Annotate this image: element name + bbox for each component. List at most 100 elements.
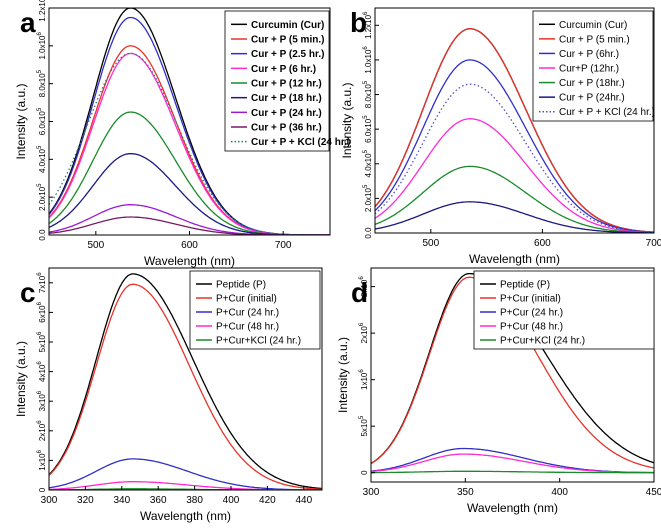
- x-tick-label: 600: [181, 240, 198, 251]
- y-tick-label: 0: [38, 487, 47, 492]
- y-tick-label: 5x105: [359, 415, 369, 436]
- legend-item-label: P+Cur (24 hr.): [216, 308, 279, 319]
- legend-item-label: P+Cur (initial): [216, 294, 277, 305]
- series-line-2: [49, 283, 322, 490]
- x-tick-label: 300: [41, 495, 58, 506]
- y-tick-label: 1x106: [359, 369, 369, 390]
- series-line-1: [49, 273, 322, 490]
- panel-a: 500 600 700 0.0 2.0x105 4.0x105 6.0x105 8.0x105…: [14, 0, 350, 268]
- plot-area: [375, 28, 654, 233]
- y-tick-label: 7x106: [37, 272, 47, 293]
- y-tick-label: 1x106: [37, 449, 47, 470]
- legend-item-label: Cur + P + KCl (24 hr.): [559, 107, 655, 118]
- plot-frame: [374, 7, 655, 234]
- legend-item-label: Cur + P (36 hr.): [251, 123, 322, 134]
- series-line-2: [375, 28, 654, 233]
- x-tick-label: 380: [186, 495, 203, 506]
- legend-item-label: Cur + P + KCl (24 hr.): [251, 137, 350, 148]
- y-tick-label: 2.0x105: [37, 183, 47, 211]
- y-tick-label: 1.2x106: [37, 0, 47, 22]
- legend: Curcumin (Cur) Cur + P (5 min.) Cur + P (6…: [532, 10, 655, 122]
- y-tick-label: 4.0x105: [363, 149, 373, 177]
- x-tick-label: 420: [259, 495, 276, 506]
- legend-item-label: Peptide (P): [500, 280, 550, 291]
- series-line-3: [375, 59, 654, 233]
- legend-item-label: P+Cur+KCl (24 hr.): [216, 336, 301, 347]
- y-tick-label: 5x106: [37, 331, 47, 352]
- legend-item-label: Peptide (P): [216, 280, 266, 291]
- x-axis-label: Wavelength (nm): [469, 252, 560, 266]
- x-tick-label: 500: [87, 240, 104, 251]
- legend-item-label: Curcumin (Cur): [559, 20, 627, 31]
- legend: Curcumin (Cur) Cur + P (5 min.) Cur + P (2…: [224, 10, 350, 152]
- legend-item-label: Cur + P (12 hr.): [251, 79, 322, 90]
- panel-label: d: [351, 277, 368, 308]
- x-tick-label: 500: [422, 238, 439, 249]
- legend: Peptide (P) P+Cur (initial) P+Cur (24 hr.)…: [473, 270, 655, 350]
- y-tick-label: 4.0x105: [37, 145, 47, 173]
- legend-item-label: Cur + P (6hr.): [559, 49, 619, 60]
- legend-item-label: P+Cur (48 hr.): [500, 322, 563, 333]
- series-line-4: [375, 118, 654, 233]
- legend-item-label: P+Cur (24 hr.): [500, 308, 563, 319]
- x-tick-label: 320: [77, 495, 94, 506]
- series-line-5: [49, 488, 322, 490]
- x-tick-label: 700: [275, 240, 292, 251]
- legend-item-label: Cur + P (6 hr.): [251, 64, 316, 75]
- legend-item-label: P+Cur+KCl (24 hr.): [500, 336, 585, 347]
- series-line-7: [49, 204, 330, 235]
- y-tick-label: 1.0x106: [37, 31, 47, 59]
- legend-item-label: Cur + P (24hr.): [559, 93, 625, 104]
- x-axis-label: Wavelength (nm): [140, 509, 231, 523]
- legend-item-label: Cur + P (5 min.): [559, 34, 630, 45]
- y-tick-label: 2x106: [359, 276, 369, 297]
- series-line-3: [371, 447, 654, 474]
- plot-frame: [370, 267, 655, 483]
- panel-b: 500 600 700 0.0 2.0x105 4.0x105 6.0x105 8.0x105…: [340, 7, 661, 266]
- legend-item-label: Curcumin (Cur): [251, 20, 324, 31]
- legend-item-label: Cur + P (18hr.): [559, 78, 625, 89]
- panel-label: a: [20, 7, 36, 38]
- legend-box: [473, 270, 655, 350]
- panel-c: 300 320 340 360 380 400 420 440 0 1x106 2x106 3x106…: [14, 267, 323, 523]
- plot-area: [49, 8, 330, 235]
- plot-frame: [48, 267, 323, 491]
- y-tick-label: 6.0x105: [37, 107, 47, 135]
- x-tick-label: 600: [534, 238, 551, 249]
- legend-item-label: Cur + P (2.5 hr.): [251, 49, 324, 60]
- x-tick-label: 440: [295, 495, 312, 506]
- x-tick-label: 360: [150, 495, 167, 506]
- x-tick-label: 300: [363, 487, 380, 498]
- y-tick-label: 4x106: [37, 361, 47, 382]
- y-tick-label: 0.0: [364, 227, 373, 239]
- y-tick-label: 6.0x105: [363, 115, 373, 143]
- x-tick-label: 400: [223, 495, 240, 506]
- x-axis-label: Wavelength (nm): [467, 501, 558, 515]
- y-tick-label: 8.0x105: [37, 69, 47, 97]
- x-tick-label: 450: [646, 487, 661, 498]
- y-tick-label: 8.0x105: [363, 80, 373, 108]
- panel-label: c: [20, 277, 36, 308]
- y-axis-label: Intensity (a.u.): [340, 82, 354, 158]
- y-tick-label: 2x106: [37, 420, 47, 441]
- series-line-5: [371, 470, 654, 474]
- legend-item-label: P+Cur (48 hr.): [216, 322, 279, 333]
- legend: Peptide (P) P+Cur (initial) P+Cur (24 hr.)…: [189, 270, 321, 350]
- y-tick-label: 2x106: [359, 322, 369, 343]
- y-tick-label: 0.0: [38, 229, 47, 241]
- legend-item-label: Cur + P (18 hr.): [251, 93, 322, 104]
- x-tick-label: 350: [457, 487, 474, 498]
- series-line-3: [49, 458, 322, 490]
- y-tick-label: 1.0x106: [363, 46, 373, 74]
- legend-item-label: Cur + P (24 hr.): [251, 108, 322, 119]
- y-tick-label: 6x106: [37, 301, 47, 322]
- series-line-6: [375, 201, 654, 233]
- y-tick-label: 3x106: [37, 390, 47, 411]
- y-tick-label: 2.0x105: [363, 184, 373, 212]
- legend-item-label: P+Cur (initial): [500, 294, 561, 305]
- legend-item-label: Cur+P (12hr.): [559, 64, 619, 75]
- y-tick-label: 1.2x106: [363, 11, 373, 39]
- y-axis-label: Intensity (a.u.): [14, 341, 28, 417]
- x-tick-label: 700: [646, 238, 661, 249]
